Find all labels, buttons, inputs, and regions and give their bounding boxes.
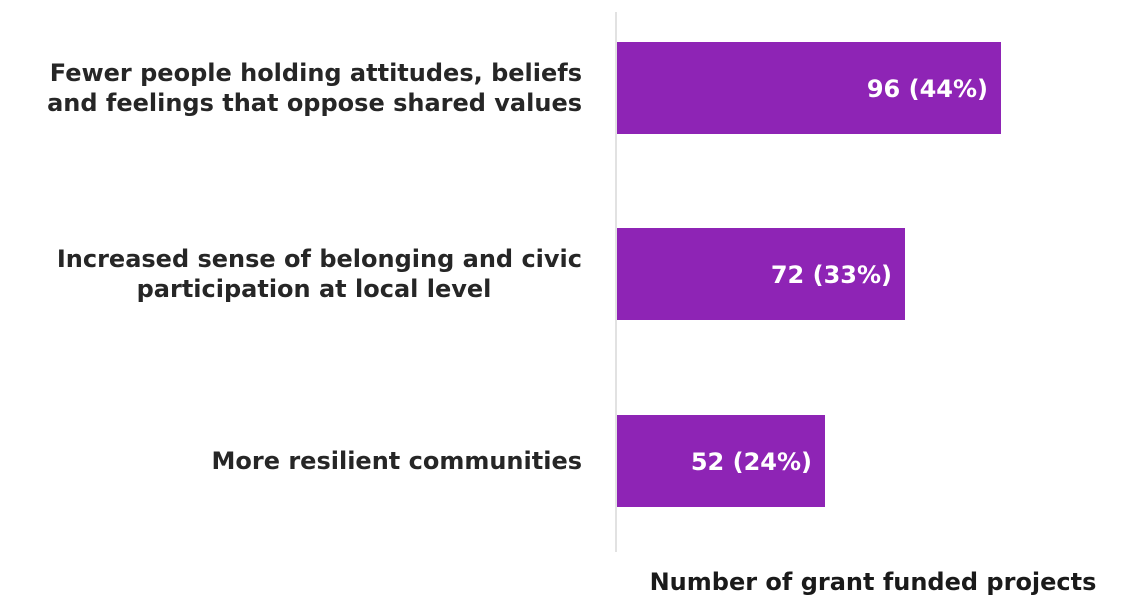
x-axis-title: Number of grant funded projects: [650, 568, 1097, 596]
bar-3: [617, 415, 825, 507]
category-label-2-line-1: Increased sense of belonging and civic: [57, 245, 582, 273]
data-label-2: 72 (33%): [771, 261, 892, 289]
bar-1: [617, 42, 1001, 134]
category-label-3-line-1: More resilient communities: [212, 447, 583, 475]
data-label-3: 52 (24%): [691, 448, 812, 476]
bar-2: [617, 228, 905, 320]
category-labels-group: Fewer people holding attitudes, beliefsa…: [47, 59, 582, 475]
category-label-1-line-2: and feelings that oppose shared values: [47, 89, 582, 117]
bars-group: [617, 42, 1001, 507]
data-labels-group: 96 (44%) 72 (33%) 52 (24%): [691, 75, 988, 476]
category-label-2-line-2: participation at local level: [137, 275, 492, 303]
data-label-1: 96 (44%): [867, 75, 988, 103]
category-label-1-line-1: Fewer people holding attitudes, beliefs: [50, 59, 582, 87]
